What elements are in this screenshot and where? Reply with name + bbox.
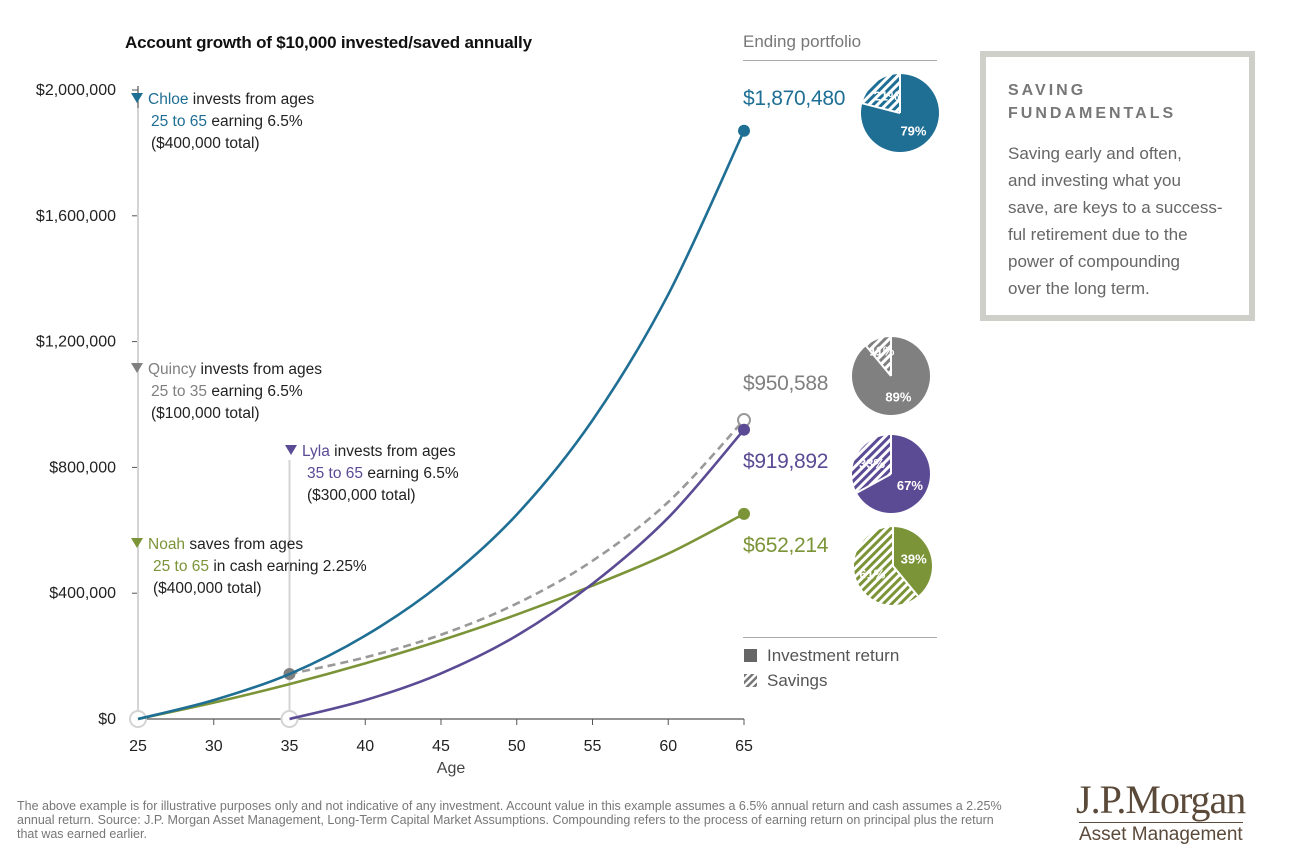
pie-label-savings: 11%: [869, 344, 895, 359]
end-point-lyla: [738, 423, 750, 436]
legend-savings-label: Savings: [767, 671, 828, 690]
annotation-noah: Noah saves from ages 25 to 65 in cash ea…: [131, 534, 367, 600]
pie-label-investment-return: 39%: [901, 552, 927, 567]
x-tick-label: 40: [356, 738, 374, 755]
end-point-noah: [738, 507, 750, 520]
pie-label-investment-return: 67%: [897, 478, 923, 493]
jpmorgan-logo: J.P.Morgan: [1076, 777, 1246, 822]
triangle-marker-icon: [131, 363, 143, 373]
x-tick-label: 25: [129, 738, 147, 755]
saving-fundamentals-body: Saving early and often, and investing wh…: [1008, 144, 1223, 298]
solid-swatch-icon: [744, 649, 757, 662]
pie-slice-savings: [866, 337, 891, 376]
annotation-quincy-line2: earning 6.5%: [207, 383, 303, 400]
saving-fundamentals-title: SAVING FUNDAMENTALS: [1008, 82, 1177, 122]
asset-management-logo: Asset Management: [1079, 822, 1243, 845]
y-tick-label: $1,200,000: [36, 334, 116, 351]
x-tick-label: 65: [735, 738, 753, 755]
pie-divider: [861, 102, 901, 114]
series-line-chloe: [137, 130, 746, 721]
y-tick-label: $800,000: [49, 459, 116, 476]
y-tick-label: $2,000,000: [36, 82, 116, 99]
end-point-chloe: [738, 124, 750, 137]
x-axis-label: Age: [437, 760, 466, 777]
annotation-quincy-line1: invests from ages: [196, 361, 323, 378]
pie-quincy: 11% 89%: [851, 337, 930, 415]
series-line-lyla: [289, 428, 745, 721]
pie-divider: [892, 565, 919, 597]
annotation-quincy-name: Quincy: [148, 361, 197, 378]
pie-divider: [865, 345, 892, 377]
annotation-lyla-line1: invests from ages: [329, 443, 456, 460]
annotation-chloe-line1: invests from ages: [188, 91, 315, 108]
y-tick-label: $400,000: [49, 585, 116, 602]
annotation-noah-line1: saves from ages: [185, 536, 304, 553]
ending-value-lyla: $919,892: [743, 450, 829, 473]
pie-slice-savings: [862, 74, 900, 113]
ending-value-noah: $652,214: [743, 534, 829, 557]
pie-slice-savings: [854, 527, 918, 605]
pie-lyla: 33% 67%: [852, 435, 931, 514]
annotation-lyla: Lyla invests from ages 35 to 65 earning …: [285, 441, 459, 507]
ending-value-quincy: $950,588: [743, 372, 829, 395]
pie-slice-investment-return: [893, 527, 932, 597]
pie-slice-investment-return: [856, 435, 931, 514]
annotation-chloe-range: 25 to 65: [151, 113, 208, 130]
annotation-noah-total: ($400,000 total): [153, 580, 262, 597]
pie-label-investment-return: 89%: [885, 390, 911, 405]
pie-label-savings: 21%: [874, 89, 900, 104]
chart-title: Account growth of $10,000 invested/saved…: [125, 33, 532, 52]
triangle-marker-icon: [285, 445, 297, 455]
x-tick-label: 50: [508, 738, 526, 755]
legend-investment-return: Investment return: [744, 646, 899, 666]
annotation-quincy: Quincy invests from ages 25 to 35 earnin…: [131, 359, 322, 425]
annotation-lyla-total: ($300,000 total): [307, 487, 416, 504]
annotation-chloe-name: Chloe: [148, 91, 189, 108]
annotation-noah-range: 25 to 65: [153, 558, 210, 575]
legend-investment-return-label: Investment return: [767, 646, 900, 665]
annotation-quincy-range: 25 to 35: [151, 383, 208, 400]
pie-label-investment-return: 79%: [900, 123, 926, 138]
triangle-marker-icon: [131, 538, 143, 548]
legend-savings: Savings: [744, 671, 827, 691]
annotation-chloe-line2: earning 6.5%: [207, 113, 303, 130]
triangle-marker-icon: [131, 93, 143, 103]
annotation-chloe: Chloe invests from ages 25 to 65 earning…: [131, 89, 314, 155]
pie-label-savings: 61%: [859, 566, 885, 581]
annotation-lyla-name: Lyla: [302, 443, 330, 460]
pie-charts: 21% 79% 11% 89% 33% 67% 61% 39%: [851, 74, 940, 605]
x-tick-label: 35: [281, 738, 299, 755]
hatched-swatch-icon: [744, 674, 757, 687]
pie-divider: [856, 473, 892, 494]
axes: $0 $400,000 $800,000 $1,200,000 $1,600,000 $2…: [36, 82, 753, 777]
annotation-quincy-total: ($100,000 total): [151, 405, 260, 422]
x-tick-label: 60: [659, 738, 677, 755]
pie-label-savings: 33%: [859, 456, 885, 471]
series-line-quincy: [289, 419, 745, 676]
annotation-lyla-range: 35 to 65: [307, 465, 364, 482]
x-tick-label: 30: [205, 738, 223, 755]
series-lines: [137, 124, 751, 721]
y-tick-label: $0: [98, 711, 116, 728]
series-line-noah: [137, 512, 745, 721]
ending-portfolio-rule: [743, 60, 937, 61]
annotation-noah-line2: in cash earning 2.25%: [209, 558, 367, 575]
x-tick-label: 45: [432, 738, 450, 755]
y-tick-label: $1,600,000: [36, 208, 116, 225]
annotation-chloe-total: ($400,000 total): [151, 135, 260, 152]
saving-fundamentals-box: SAVING FUNDAMENTALS Saving early and oft…: [980, 51, 1255, 321]
legend-rule: [743, 637, 937, 638]
pie-chloe: 21% 79%: [860, 74, 940, 152]
annotation-lyla-line2: earning 6.5%: [363, 465, 459, 482]
ending-value-chloe: $1,870,480: [743, 87, 846, 110]
footnote: The above example is for illustrative pu…: [17, 799, 1002, 841]
pie-noah: 61% 39%: [854, 527, 932, 605]
x-tick-label: 55: [584, 738, 602, 755]
annotation-noah-name: Noah: [148, 536, 186, 553]
ending-portfolio-heading: Ending portfolio: [743, 32, 862, 51]
